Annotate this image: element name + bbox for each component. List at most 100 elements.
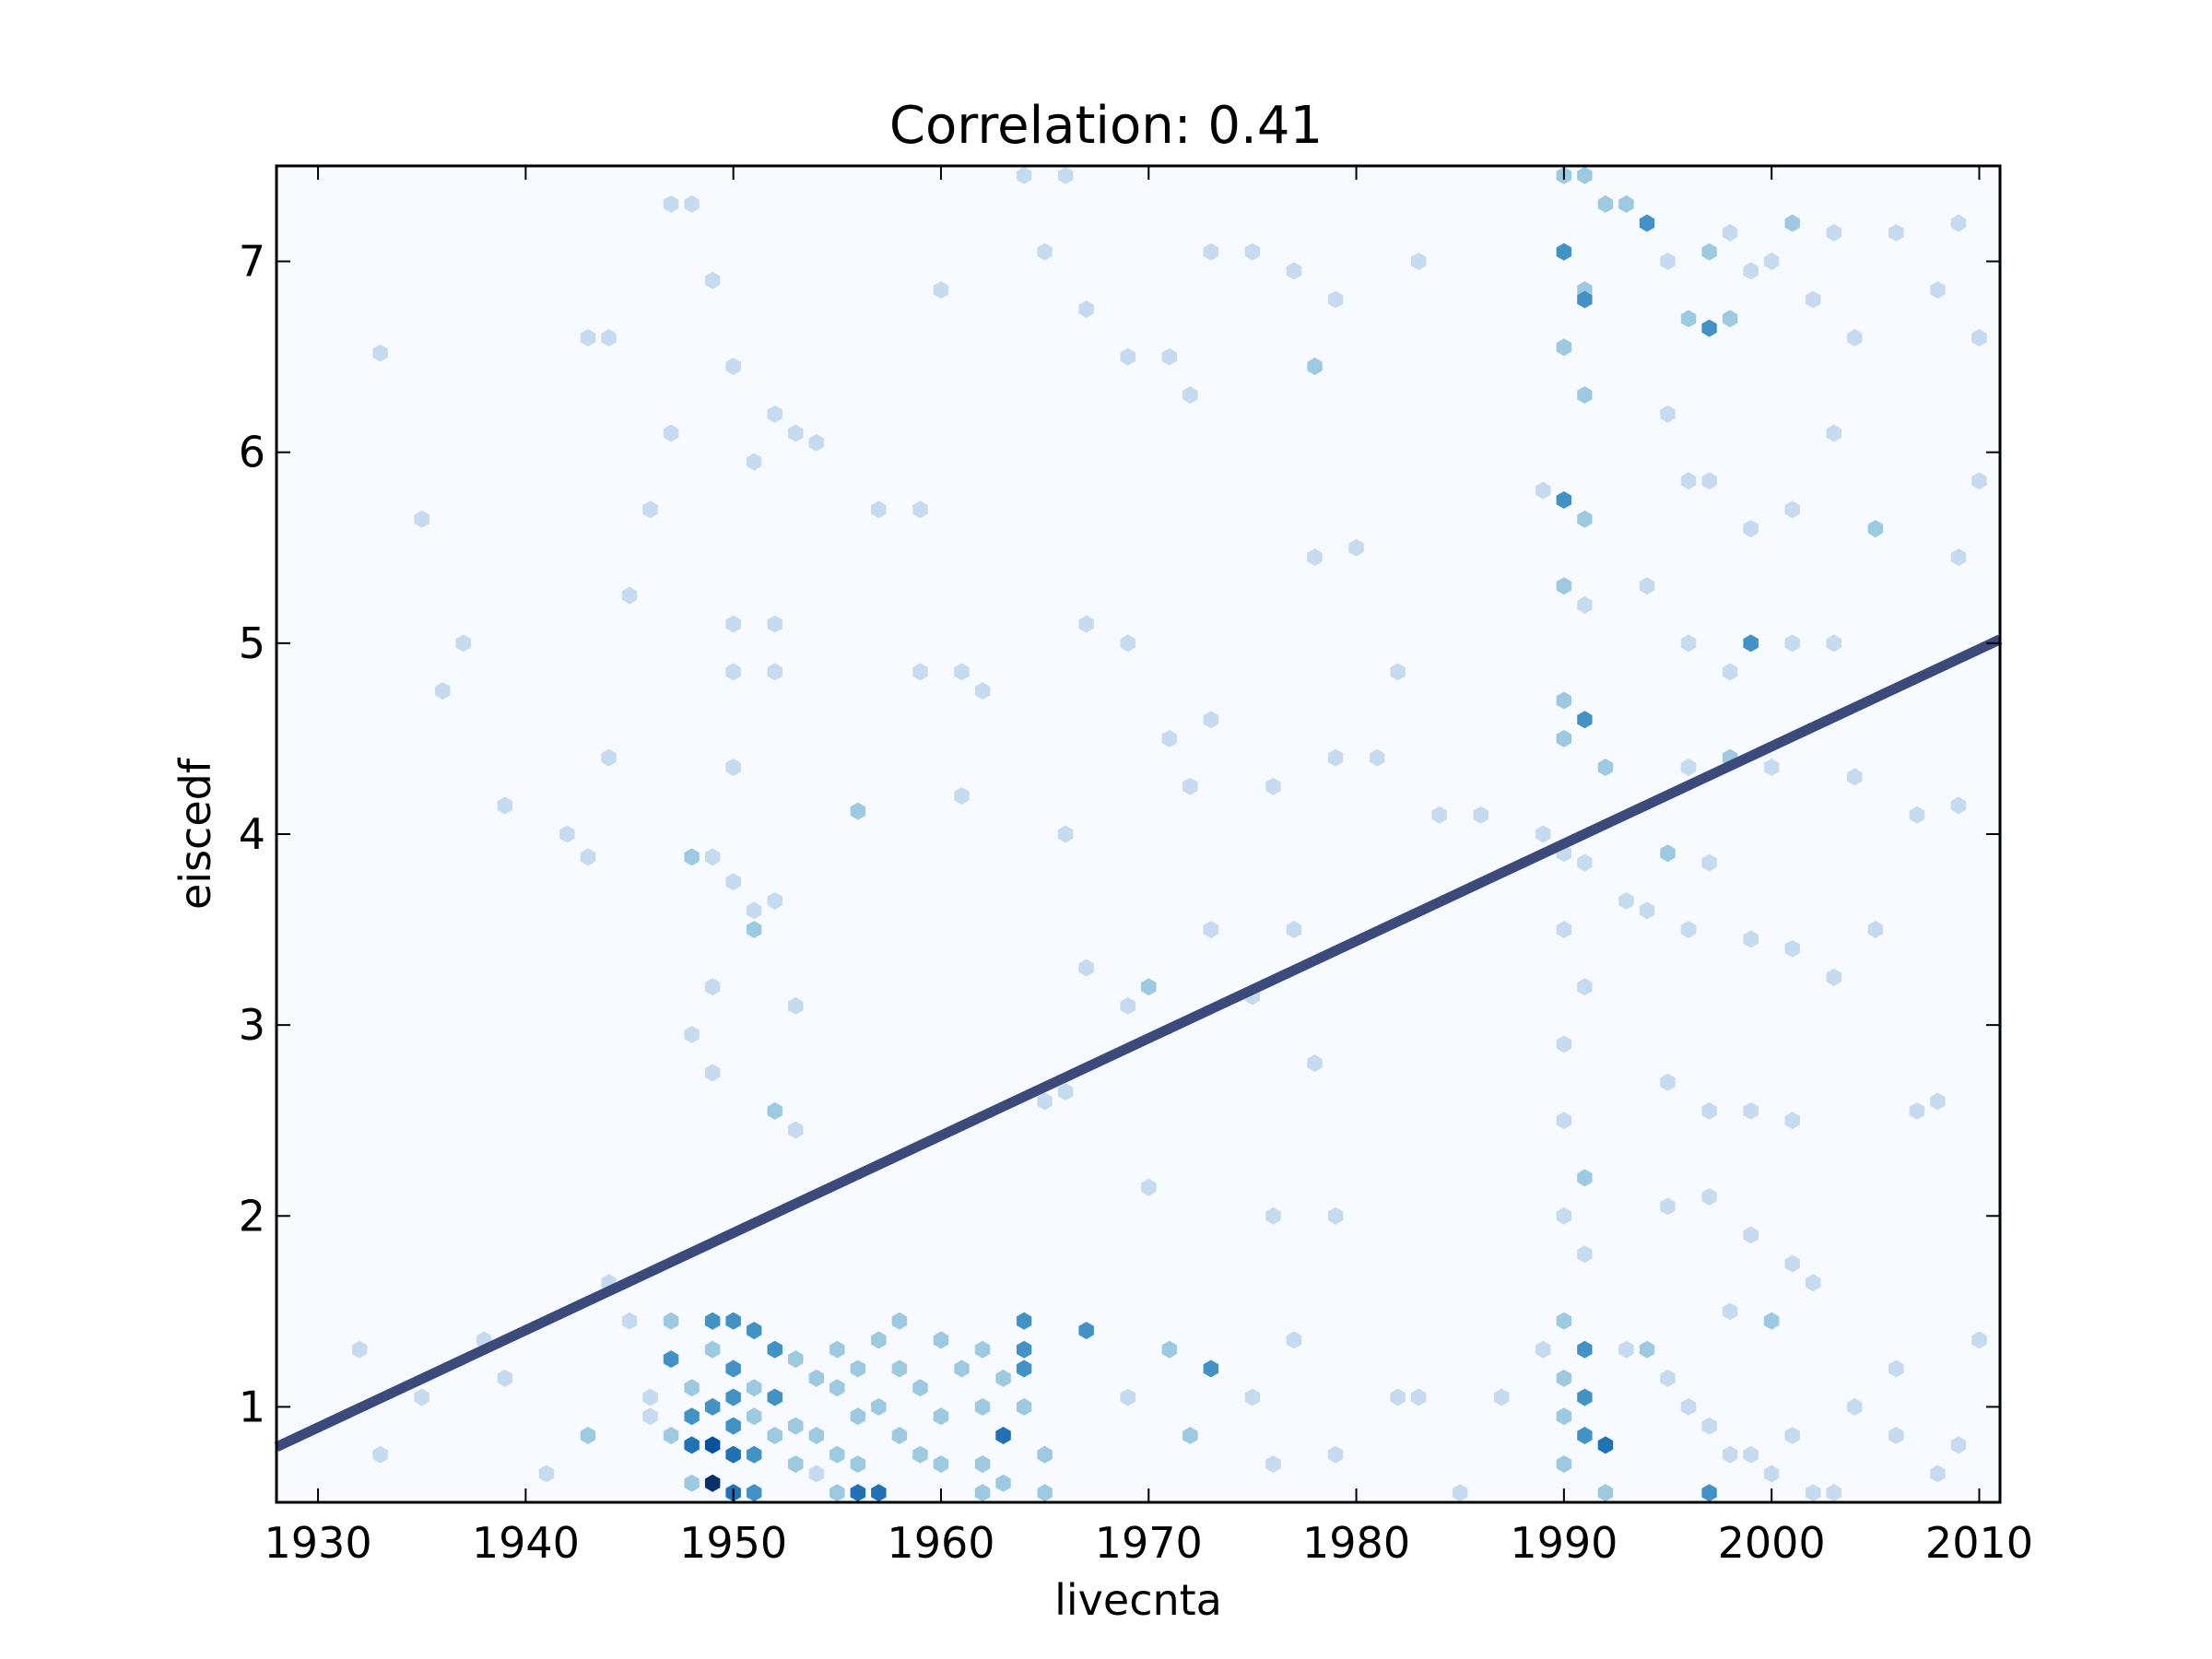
hexbin-cell [725, 1388, 741, 1406]
hexbin-cell [1577, 1340, 1593, 1359]
hexbin-cell [912, 500, 928, 519]
hexbin-cell [1784, 1427, 1800, 1444]
hexbin-cell [850, 802, 866, 820]
y-tick-label: 7 [239, 237, 265, 287]
hexbin-cell [663, 424, 679, 442]
hexbin-cell [1494, 1388, 1510, 1406]
hexbin-cell [1120, 1388, 1135, 1406]
hexbin-cell [933, 281, 949, 300]
hexbin-cell [1971, 328, 1987, 347]
hexbin-cell [1680, 472, 1697, 490]
hexbin-cell [788, 1350, 804, 1369]
hexbin-cell [725, 1445, 741, 1464]
hexbin-cell [850, 1407, 866, 1426]
hexbin-cell [704, 1436, 721, 1454]
hexbin-cell [871, 1484, 887, 1502]
hexbin-cell [1722, 224, 1738, 241]
hexbin-cell [684, 194, 700, 213]
hexbin-cell [1680, 634, 1697, 653]
hexbin-cell [725, 1359, 741, 1378]
y-tick-label: 3 [239, 1000, 265, 1050]
hexbin-cell [1763, 1465, 1780, 1483]
hexbin-cell [1307, 358, 1323, 375]
hexbin-cell [1826, 224, 1841, 241]
hexbin-cell [891, 1359, 908, 1378]
x-tick-label: 1930 [265, 1518, 372, 1568]
hexbin-cell [1577, 1388, 1593, 1406]
hexbin-cell [1888, 224, 1904, 241]
hexbin-cell [559, 825, 575, 843]
hexbin-cell [1826, 968, 1841, 986]
hexbin-cell [414, 510, 429, 528]
hexbin-cell [1618, 1340, 1634, 1359]
hexbin-cell [1743, 634, 1759, 653]
hexbin-cell [1244, 242, 1261, 261]
hexbin-cell [1120, 634, 1135, 653]
hexbin-cell [767, 1388, 782, 1406]
hexbin-cell [1950, 214, 1967, 232]
y-tick-label: 5 [239, 618, 265, 668]
hexbin-cell [601, 748, 617, 767]
chart-title: Correlation: 0.41 [889, 96, 1323, 156]
hexbin-cell [788, 996, 804, 1015]
hexbin-cell [1784, 500, 1800, 519]
hexbin-cell [1763, 1312, 1780, 1330]
x-tick-label: 1960 [887, 1518, 994, 1568]
hexbin-cell [1078, 1322, 1094, 1340]
hexbin-cell [747, 453, 762, 471]
hexbin-cell [1327, 290, 1344, 309]
hexbin-cell [767, 405, 782, 423]
hexbin-cell [663, 1312, 679, 1330]
hexbin-cell [725, 1417, 741, 1435]
hexbin-cell [1680, 921, 1697, 939]
hexbin-cell [1037, 1484, 1053, 1502]
hexbin-cell [1639, 577, 1655, 595]
hexbin-cell [933, 1407, 949, 1426]
hexbin-cell [1577, 595, 1593, 614]
hexbin-cell [1556, 1455, 1572, 1474]
hexbin-cell [830, 1484, 845, 1502]
hexbin-cell [1556, 1369, 1572, 1387]
hexbin-cell [704, 1397, 721, 1416]
hexbin-cell [1660, 1197, 1676, 1216]
hexbin-cell [1722, 663, 1738, 681]
hexbin-cell [455, 634, 471, 653]
hexbin-cell [788, 1417, 804, 1435]
hexbin-cell [747, 1445, 762, 1464]
hexbin-cell [1390, 1388, 1406, 1406]
hexbin-cell [830, 1445, 845, 1464]
hexbin-cell [974, 1455, 991, 1474]
hexbin-cell [1826, 634, 1841, 653]
hexbin-cell [933, 1455, 949, 1474]
y-axis-label: eiscedf [171, 757, 220, 910]
hexbin-cell [1057, 1083, 1074, 1101]
hexbin-cell [1265, 777, 1281, 795]
hexbin-cell [725, 615, 741, 633]
hexbin-cell [1120, 347, 1135, 366]
hexbin-cell [684, 1379, 700, 1397]
hexbin-cell [1577, 1427, 1593, 1444]
hexbin-cell [1680, 759, 1697, 776]
hexbin-cell [1743, 1101, 1759, 1120]
hexbin-cell [580, 848, 596, 866]
hexbin-cell [663, 1427, 679, 1444]
hexbin-cell [1722, 310, 1738, 328]
hexbin-cell [850, 1359, 866, 1378]
hexbin-cell [974, 1340, 991, 1359]
hexbin-cell [1680, 310, 1697, 328]
hexbin-cell [1037, 242, 1053, 261]
x-tick-label: 1940 [472, 1518, 580, 1568]
hexbin-cell [1078, 615, 1094, 633]
regression-line [274, 634, 2003, 1452]
y-axis: 1 2 3 4 5 6 7 [239, 237, 2000, 1431]
hexbin-cell [830, 1379, 845, 1397]
hexbin-cell [788, 1455, 804, 1474]
hexbin-cell [1639, 214, 1655, 232]
hexbin-cell [1161, 1340, 1177, 1359]
hexbin-cell [1141, 978, 1157, 996]
hexbin-cell [1826, 424, 1841, 442]
hexbin-cell [1806, 290, 1821, 309]
hexbin-cell [1701, 319, 1717, 337]
hexbin-cell [663, 194, 679, 213]
hexbin-cell [850, 1484, 866, 1502]
